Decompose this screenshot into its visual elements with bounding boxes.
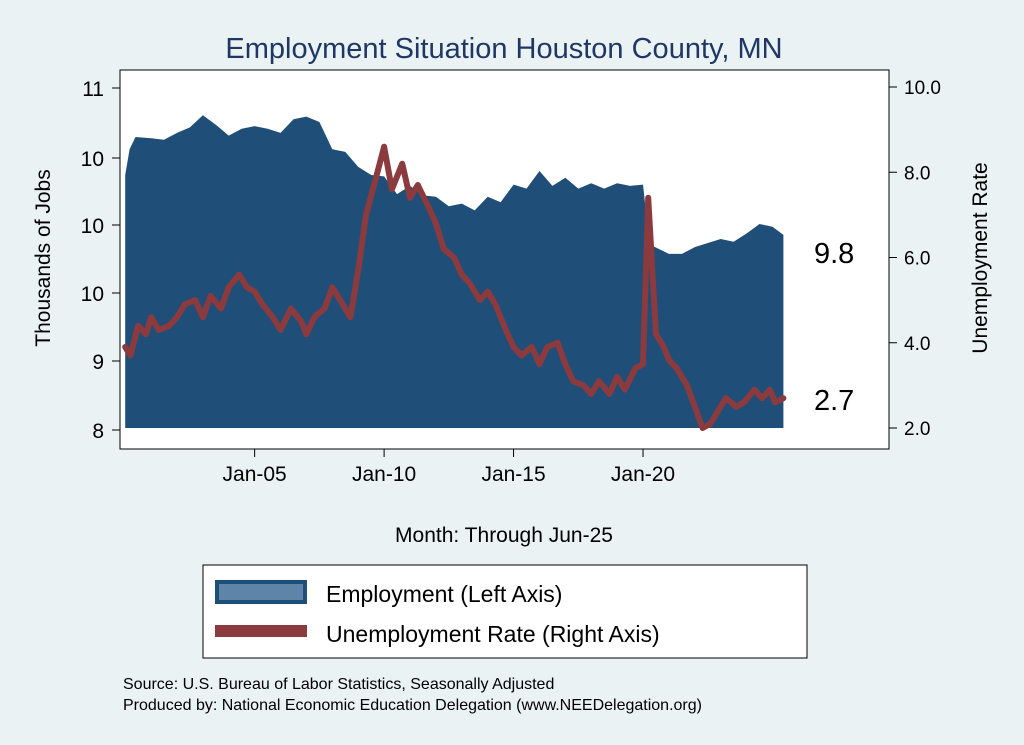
legend: Employment (Left Axis) Unemployment Rate… bbox=[202, 564, 808, 659]
chart-title: Employment Situation Houston County, MN bbox=[225, 33, 782, 65]
y-right-tick-label: 4.0 bbox=[904, 334, 930, 355]
x-tick-label: Jan-05 bbox=[223, 463, 287, 486]
unemployment-end-label: 2.7 bbox=[814, 385, 854, 417]
y-left-tick-label: 11 bbox=[82, 78, 104, 101]
employment-area bbox=[125, 115, 784, 428]
y-left-tick-label: 10 bbox=[81, 283, 104, 306]
x-axis: Jan-05 Jan-10 Jan-15 Jan-20 bbox=[223, 449, 675, 486]
unemployment-line-layer bbox=[122, 143, 787, 431]
y-right-tick-label: 6.0 bbox=[904, 249, 930, 270]
legend-swatch-employment-inner bbox=[219, 584, 303, 600]
y-left-tick-label: 10 bbox=[81, 215, 104, 238]
left-axis: 11 10 10 10 9 8 bbox=[81, 78, 120, 443]
employment-area-layer bbox=[125, 115, 784, 428]
y-left-axis-title: Thousands of Jobs bbox=[32, 169, 55, 346]
legend-label-employment: Employment (Left Axis) bbox=[326, 581, 562, 607]
legend-swatch-unemployment bbox=[215, 625, 307, 637]
y-right-axis-title: Unemployment Rate bbox=[969, 162, 992, 353]
y-left-tick-label: 9 bbox=[92, 351, 104, 374]
legend-label-unemployment: Unemployment Rate (Right Axis) bbox=[326, 621, 660, 647]
y-right-tick-label: 2.0 bbox=[904, 419, 930, 440]
y-right-tick-label: 8.0 bbox=[904, 163, 930, 184]
y-left-tick-label: 10 bbox=[81, 148, 104, 171]
x-tick-label: Jan-20 bbox=[611, 463, 675, 486]
source-line-1: Source: U.S. Bureau of Labor Statistics,… bbox=[123, 676, 554, 693]
x-tick-label: Jan-10 bbox=[352, 463, 416, 486]
y-left-tick-label: 8 bbox=[92, 420, 104, 443]
x-axis-title: Month: Through Jun-25 bbox=[395, 524, 613, 547]
legend-box bbox=[202, 564, 808, 659]
right-axis: 10.0 8.0 6.0 4.0 2.0 bbox=[889, 78, 941, 440]
employment-end-label: 9.8 bbox=[814, 238, 854, 270]
unemployment-line bbox=[122, 143, 787, 431]
source-line-2: Produced by: National Economic Education… bbox=[123, 697, 702, 714]
y-right-tick-label: 10.0 bbox=[904, 78, 941, 99]
x-tick-label: Jan-15 bbox=[481, 463, 545, 486]
